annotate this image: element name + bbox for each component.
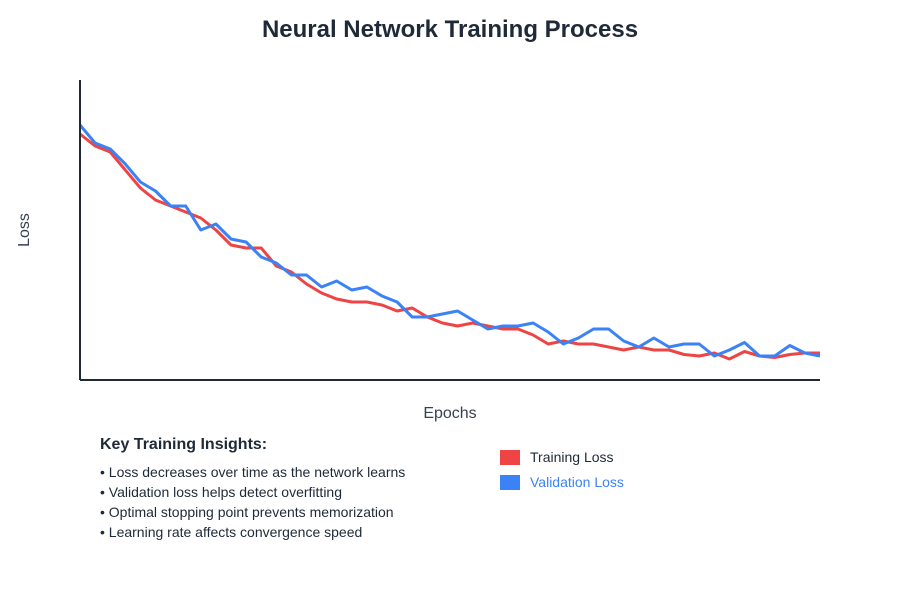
insights-panel: Key Training Insights: • Loss decreases …: [100, 436, 480, 542]
legend-swatch-training: [500, 449, 520, 465]
chart-title: Neural Network Training Process: [261, 16, 639, 43]
insight-item: • Learning rate affects convergence spee…: [100, 524, 363, 540]
legend-item-training: Training Loss: [500, 447, 624, 467]
legend-swatch-validation: [500, 474, 520, 490]
y-axis-label: Loss: [16, 213, 33, 247]
insight-item: • Loss decreases over time as the networ…: [100, 464, 406, 480]
legend: Training Loss Validation Loss: [500, 447, 624, 497]
legend-label-validation: Validation Loss: [530, 474, 624, 490]
insights-list: • Loss decreases over time as the networ…: [100, 462, 480, 542]
legend-item-validation: Validation Loss: [500, 472, 624, 492]
legend-label-training: Training Loss: [530, 449, 614, 465]
insight-item: • Optimal stopping point prevents memori…: [100, 504, 394, 520]
series-line-validation-loss: [78, 124, 821, 358]
insights-title: Key Training Insights:: [100, 436, 268, 453]
series-line-training-loss: [79, 132, 820, 361]
insight-item: • Validation loss helps detect overfitti…: [100, 484, 342, 500]
x-axis-label: Epochs: [423, 405, 477, 422]
